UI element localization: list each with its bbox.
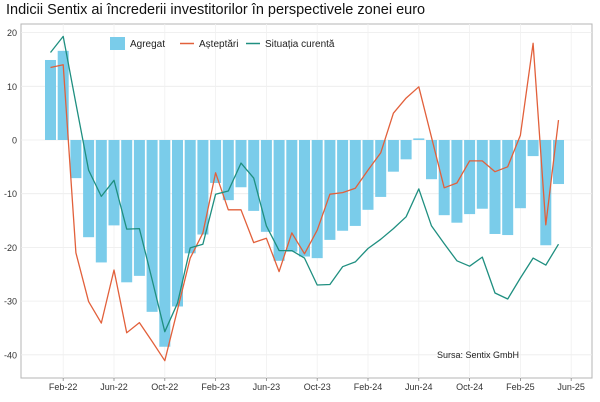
legend-swatch-bar xyxy=(110,37,125,50)
bar-agregat xyxy=(349,140,361,226)
bar-agregat xyxy=(540,140,552,246)
y-tick-label: 10 xyxy=(7,82,17,92)
bar-agregat xyxy=(159,140,171,347)
y-tick-label: -20 xyxy=(4,243,17,253)
bar-agregat xyxy=(273,140,285,261)
bar-agregat xyxy=(95,140,107,263)
bar-agregat xyxy=(133,140,145,276)
bar-agregat xyxy=(464,140,476,215)
x-tick-label: Jun-22 xyxy=(100,382,128,392)
legend-label: Situația curentă xyxy=(265,39,335,50)
bar-agregat xyxy=(260,140,272,232)
source-annotation: Sursa: Sentix GmbH xyxy=(437,350,519,360)
bar-agregat xyxy=(337,140,349,231)
bar-agregat xyxy=(146,140,158,312)
bar-agregat xyxy=(83,140,95,238)
bar-agregat xyxy=(553,140,564,185)
bar-agregat xyxy=(451,140,463,223)
y-tick-label: 0 xyxy=(12,136,17,146)
bar-agregat xyxy=(324,140,336,240)
bar-agregat xyxy=(222,140,234,201)
x-tick-label: Feb-25 xyxy=(506,382,535,392)
y-tick-label: -30 xyxy=(4,297,17,307)
x-tick-label: Oct-24 xyxy=(456,382,483,392)
bar-agregat xyxy=(489,140,501,234)
bar-agregat xyxy=(299,140,310,257)
bar-agregat xyxy=(45,59,56,140)
bar-agregat xyxy=(57,50,69,140)
bar-agregat xyxy=(527,140,539,157)
chart-title: Indicii Sentix ai încrederii investitori… xyxy=(6,2,426,18)
x-tick-label: Jun-23 xyxy=(253,382,281,392)
bar-agregat xyxy=(70,140,82,179)
y-tick-label: 20 xyxy=(7,28,17,38)
bar-agregat xyxy=(184,140,196,254)
y-tick-label: -40 xyxy=(4,350,17,360)
x-tick-label: Oct-23 xyxy=(304,382,331,392)
bar-agregat xyxy=(121,140,133,283)
bar-agregat xyxy=(438,140,450,216)
x-tick-label: Jun-25 xyxy=(557,382,585,392)
bar-agregat xyxy=(286,140,298,252)
bar-agregat xyxy=(514,140,526,209)
bar-agregat xyxy=(375,140,387,197)
x-tick-label: Feb-23 xyxy=(201,382,230,392)
bar-agregat xyxy=(311,140,323,259)
bar-agregat xyxy=(197,140,209,235)
x-tick-label: Jun-24 xyxy=(405,382,433,392)
y-tick-label: -10 xyxy=(4,189,17,199)
bar-agregat xyxy=(426,140,437,180)
bar-agregat xyxy=(413,138,425,140)
bar-agregat xyxy=(362,140,374,210)
bar-agregat xyxy=(502,140,514,236)
bar-agregat xyxy=(172,140,183,307)
legend-label: Așteptări xyxy=(199,39,238,50)
bar-agregat xyxy=(400,140,412,160)
legend-label: Agregat xyxy=(130,39,165,50)
x-tick-label: Feb-24 xyxy=(354,382,383,392)
line-asteptari xyxy=(50,42,560,362)
bar-agregat xyxy=(476,140,488,209)
line-situatia-curenta xyxy=(49,35,560,333)
bar-agregat xyxy=(248,140,260,211)
x-tick-label: Oct-22 xyxy=(151,382,178,392)
bar-agregat xyxy=(210,140,222,183)
x-tick-label: Feb-22 xyxy=(49,382,78,392)
bar-agregat xyxy=(387,140,399,172)
